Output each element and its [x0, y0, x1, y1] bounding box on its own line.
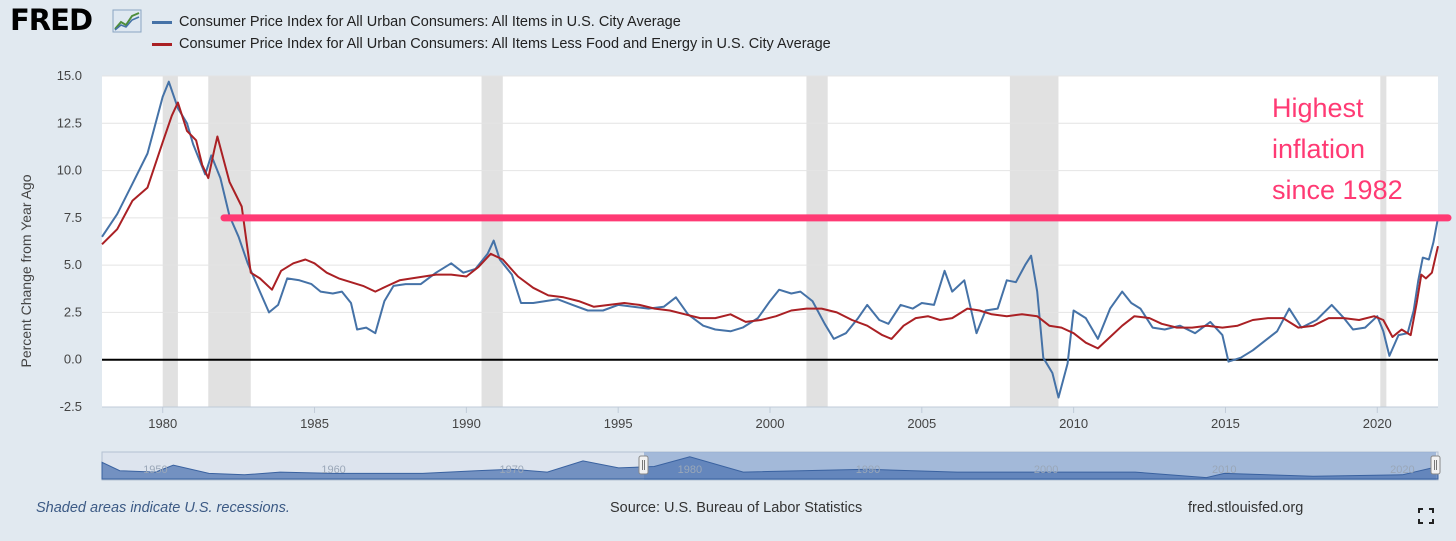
x-tick-label: 2010 — [1059, 416, 1088, 431]
navigator-tick-label: 2000 — [1034, 464, 1058, 476]
recession-band — [1380, 76, 1387, 407]
legend-item-cpi-core[interactable]: Consumer Price Index for All Urban Consu… — [152, 35, 831, 53]
y-tick-label: 12.5 — [57, 115, 82, 130]
recession-note: Shaded areas indicate U.S. recessions. — [36, 500, 290, 516]
plot-background — [102, 76, 1438, 407]
legend-item-cpi-all-items[interactable]: Consumer Price Index for All Urban Consu… — [152, 13, 681, 31]
series-line-cpi-core[interactable] — [101, 101, 1439, 350]
recession-bands — [162, 76, 1387, 407]
x-tick-label: 1980 — [148, 416, 177, 431]
chart-header: FRED Consumer Price Index for All Urban … — [0, 0, 1456, 62]
y-tick-label: 15.0 — [57, 68, 82, 83]
x-tick-label: 2005 — [907, 416, 936, 431]
legend-label: Consumer Price Index for All Urban Consu… — [179, 36, 831, 52]
navigator-tick-labels: 1950 1960 1970 1980 1990 2000 2010 2020 — [143, 464, 1414, 476]
legend-swatch-red — [152, 42, 172, 46]
y-axis-label: Percent Change from Year Ago — [18, 174, 34, 367]
navigator-tick-label: 1980 — [678, 464, 702, 476]
series-lines[interactable] — [101, 80, 1439, 399]
navigator-tick-label: 2020 — [1390, 464, 1414, 476]
y-tick-label: 10.0 — [57, 163, 82, 178]
fred-logo[interactable]: FRED — [10, 3, 93, 37]
recession-band — [481, 76, 503, 407]
legend-label: Consumer Price Index for All Urban Consu… — [179, 14, 681, 30]
navigator-right-handle[interactable] — [1430, 455, 1441, 475]
line-chart-icon — [112, 9, 142, 33]
x-tick-label: 1995 — [604, 416, 633, 431]
fullscreen-icon[interactable] — [1416, 506, 1436, 526]
navigator-tick-label: 2010 — [1212, 464, 1236, 476]
y-axis-ticks: -2.5 0.0 2.5 5.0 7.5 10.0 12.5 15.0 — [57, 68, 82, 414]
y-tick-label: 7.5 — [64, 210, 82, 225]
recession-band — [162, 76, 178, 407]
recession-band — [208, 76, 251, 407]
annotation-text: since 1982 — [1272, 175, 1403, 205]
navigator-left-handle[interactable] — [638, 455, 649, 475]
site-link[interactable]: fred.stlouisfed.org — [1188, 500, 1304, 516]
y-tick-label: -2.5 — [60, 399, 82, 414]
navigator-tick-label: 1960 — [321, 464, 345, 476]
annotation-text: Highest — [1272, 93, 1364, 123]
x-tick-label: 1990 — [452, 416, 481, 431]
navigator-tick-label: 1950 — [143, 464, 167, 476]
source-text: Source: U.S. Bureau of Labor Statistics — [610, 500, 863, 516]
navigator-series — [101, 456, 1439, 480]
recession-band — [806, 76, 828, 407]
recession-band — [1009, 76, 1059, 407]
y-tick-label: 5.0 — [64, 257, 82, 272]
y-tick-label: 0.0 — [64, 352, 82, 367]
x-tick-label: 2000 — [756, 416, 785, 431]
legend-swatch-blue — [152, 20, 172, 24]
range-navigator[interactable]: 1950 1960 1970 1980 1990 2000 2010 2020 — [101, 451, 1441, 481]
inflation-annotation: Highest inflation since 1982 — [220, 93, 1452, 222]
navigator-tick-label: 1990 — [856, 464, 880, 476]
x-tick-label: 2015 — [1211, 416, 1240, 431]
y-tick-label: 2.5 — [64, 304, 82, 319]
chart-area: -2.5 0.0 2.5 5.0 7.5 10.0 12.5 15.0 1980 1985 199… — [18, 68, 1452, 481]
x-tick-label: 1985 — [300, 416, 329, 431]
series-line-cpi-all-items[interactable] — [101, 80, 1439, 399]
navigator-tick-label: 1970 — [499, 464, 523, 476]
x-tick-label: 2020 — [1363, 416, 1392, 431]
x-axis-ticks: 1980 1985 1990 1995 2000 2005 2010 2015 2020 — [102, 406, 1438, 431]
annotation-text: inflation — [1272, 134, 1365, 164]
